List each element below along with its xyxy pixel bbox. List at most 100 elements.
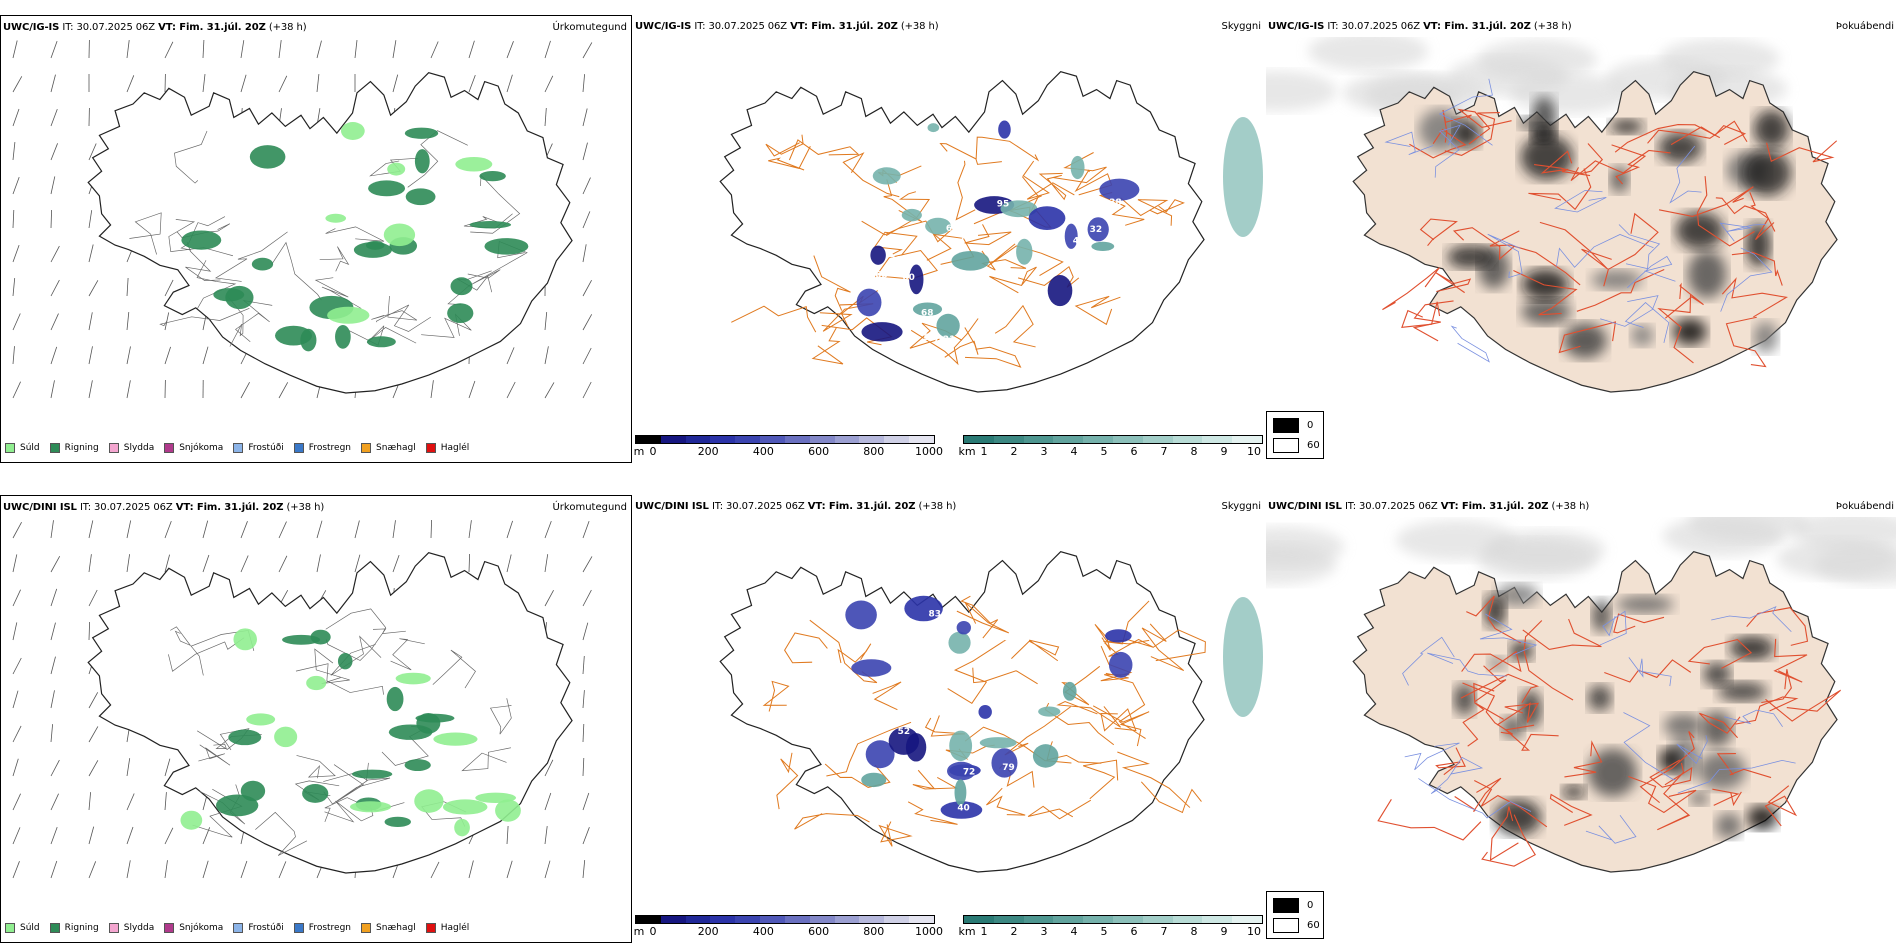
road-line — [255, 811, 308, 856]
cloudbase-area — [1047, 275, 1073, 307]
cloudbase-value-label: 66 — [967, 169, 979, 179]
road-line — [271, 241, 322, 301]
colorbar-tick: 1 — [980, 925, 988, 938]
legend-swatch — [425, 443, 436, 453]
colorbar-segment — [1202, 916, 1233, 923]
precip-area — [351, 769, 393, 779]
wind-barb — [126, 758, 131, 777]
road-line — [1481, 814, 1536, 867]
wind-barb — [582, 347, 592, 365]
fog-index-area — [1703, 662, 1732, 687]
wind-barb — [544, 346, 549, 365]
road-line — [965, 346, 1022, 368]
panel-header: UWC/DINI ISL IT: 30.07.2025 06Z VT: Fim.… — [1268, 501, 1590, 512]
precip-area — [484, 238, 529, 255]
wind-barb — [88, 692, 99, 709]
wind-barb — [164, 758, 171, 777]
wind-barb — [126, 826, 134, 845]
colorbar-segment — [1023, 916, 1054, 923]
legend-label: Haglél — [440, 443, 470, 453]
road-line — [295, 663, 384, 695]
cloudbase-area — [909, 264, 924, 295]
fog-map — [1266, 37, 1838, 393]
fog-index-area — [1742, 149, 1792, 196]
legend-label: Slydda — [123, 923, 155, 933]
cloudbase-value-label: 72 — [963, 767, 975, 777]
legend-item-snjókoma: Snjókoma — [164, 923, 223, 933]
road-line — [811, 327, 844, 365]
road-line — [1461, 650, 1522, 673]
wind-barb — [88, 210, 93, 229]
fog-index-area — [1715, 812, 1742, 839]
road-line — [1489, 806, 1519, 862]
colorbar-tick: 200 — [697, 925, 719, 938]
road-line — [1534, 143, 1604, 175]
road-line — [964, 224, 1012, 246]
road-line — [947, 639, 1007, 704]
colorbar-segment — [859, 436, 885, 443]
fog-index-area — [1717, 681, 1768, 702]
road-line — [1725, 316, 1767, 368]
colorbar-tick: 5 — [1100, 925, 1108, 938]
road-line — [1462, 682, 1513, 735]
cloudbase-area — [861, 322, 903, 342]
fog-panel-bottom: UWC/DINI ISL IT: 30.07.2025 06Z VT: Fim.… — [1266, 495, 1898, 943]
road-line — [1427, 652, 1507, 677]
road-line — [1558, 321, 1617, 354]
colorbar-segment — [993, 916, 1024, 923]
wind-barb — [50, 176, 56, 195]
wind-barb — [126, 75, 135, 93]
colorbar-tick: 8 — [1190, 445, 1198, 458]
coastline — [87, 551, 573, 874]
precip-area — [306, 675, 327, 691]
colorbar-tick: 800 — [863, 925, 885, 938]
fog-index-area — [1630, 324, 1654, 347]
cloudbase-value-label: 114 — [1033, 792, 1052, 802]
wind-barb — [468, 860, 474, 879]
precip-area — [180, 810, 203, 830]
colorbar-segment — [834, 436, 860, 443]
cloudbase-value-label: 68 — [921, 309, 933, 319]
wind-barb — [582, 74, 585, 93]
colorbar-segment — [1172, 436, 1203, 443]
wind-barb — [430, 41, 439, 59]
wind-barb — [50, 143, 58, 161]
road-line — [813, 255, 851, 311]
panel-header: UWC/IG-IS IT: 30.07.2025 06Z VT: Fim. 31… — [3, 22, 307, 33]
road-line — [1140, 781, 1202, 814]
wind-barb — [50, 108, 58, 127]
road-line — [407, 130, 468, 188]
wind-barb — [582, 792, 590, 811]
fog-index-area — [1587, 684, 1612, 712]
road-line — [1639, 731, 1695, 804]
cloudbase-area — [951, 250, 990, 271]
wind-barb — [12, 176, 20, 195]
wind-barb — [164, 792, 167, 811]
road-line — [489, 698, 512, 735]
colorbar-tick: 7 — [1160, 925, 1168, 938]
wind-barb — [50, 656, 56, 675]
cloudbase-value-label: 40 — [957, 803, 969, 813]
legend-swatch — [361, 923, 372, 933]
wind-barb — [582, 622, 589, 641]
precip-area — [233, 628, 257, 651]
precip-area — [455, 156, 493, 172]
colorbar-segment — [636, 916, 661, 923]
road-line — [461, 747, 511, 772]
road-line — [1462, 702, 1504, 747]
colorbar-segment — [884, 436, 910, 443]
cloudbase-value-label: 68 — [875, 270, 887, 280]
panel-type-label: Þokuábendi — [1835, 21, 1894, 32]
iceland-coastline — [1352, 550, 1841, 873]
legend-swatch — [425, 923, 436, 933]
colorbar-segment — [809, 916, 835, 923]
wind-barb — [88, 244, 94, 263]
wind-barb — [164, 346, 171, 365]
road-line — [1549, 793, 1593, 826]
wind-barb — [164, 520, 172, 539]
panel-type-label: Skyggni — [1221, 501, 1261, 512]
panel-header: UWC/DINI ISL IT: 30.07.2025 06Z VT: Fim.… — [635, 501, 957, 512]
wind-barb — [278, 75, 288, 93]
wind-barb — [126, 277, 129, 297]
wind-barb — [278, 40, 282, 59]
